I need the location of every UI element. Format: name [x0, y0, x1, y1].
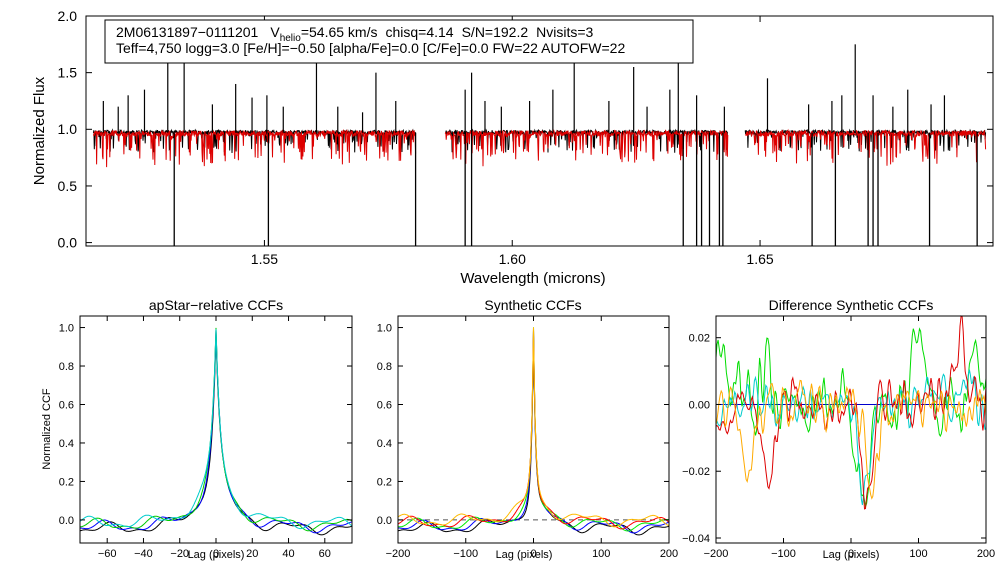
info-line-2: Teff=4,750 logg=3.0 [Fe/H]=−0.50 [alpha/…	[116, 40, 625, 56]
difference-ccf-x-tick-label: −200	[704, 548, 729, 560]
apstar-ccf-x-tick-label: −40	[134, 548, 153, 560]
spectrum-ticks	[86, 15, 993, 246]
difference-ccf-ticks	[715, 316, 987, 543]
synthetic-ccf-y-tick-labels: 0.0 0.2 0.4 0.6 0.8 1.0	[377, 322, 392, 526]
apstar-ccf-series-visit-4	[79, 329, 353, 530]
apstar-ccf-x-tick-label: 60	[319, 548, 331, 560]
apstar-ccf-x-tick-label: 0	[213, 548, 219, 560]
synthetic-ccf-series-visit-1	[397, 336, 670, 536]
v-helio-label: V	[270, 24, 280, 40]
apstar-ccf-y-tick-label: 1.0	[59, 322, 74, 334]
spectrum-y-tick-label: 1.0	[58, 121, 78, 137]
apstar-ccf-y-tick-labels: 0.0 0.2 0.4 0.6 0.8 1.0	[59, 322, 74, 526]
spectrum-series-observed	[444, 128, 728, 153]
apstar-ccf-x-axis-title: Lag (pixels)	[188, 549, 245, 561]
spectrum-series-synthetic	[744, 128, 987, 166]
difference-ccf-lines	[715, 315, 987, 510]
synthetic-ccf-x-tick-label: −100	[453, 548, 478, 560]
spectrum-series-synthetic	[444, 129, 729, 167]
info-box	[104, 19, 694, 64]
apstar-ccf-series-visit-3	[79, 327, 353, 532]
spectrum-frame	[85, 15, 994, 247]
apstar-ccf-x-tick-label: 20	[246, 548, 258, 560]
nvisits-value: Nvisits=3	[536, 24, 593, 40]
apstar-ccf-series-visit-2	[79, 329, 353, 534]
synthetic-ccf-y-tick-label: 0.6	[377, 399, 392, 411]
synthetic-ccf-ticks	[397, 316, 670, 543]
synthetic-ccf-y-tick-label: 0.0	[377, 515, 392, 527]
spectrum-y-tick-label: 2.0	[58, 8, 78, 24]
synthetic-ccf-x-tick-label: 200	[660, 548, 678, 560]
chisq-value: chisq=4.14	[385, 24, 453, 40]
synthetic-ccf-x-axis-title: Lag (pixels)	[496, 549, 553, 561]
spectrum-y-axis-title: Normalized Flux	[31, 76, 48, 185]
apstar-ccf-x-tick-label: −60	[98, 548, 117, 560]
apstar-ccf-x-tick-label: −20	[170, 548, 189, 560]
spectrum-panel: 0.0 0.5 1.0 1.5 2.0 1.55 1.60 1.65 2M06131897−…	[31, 8, 994, 287]
difference-ccf-x-axis-title: Lag (pixels)	[823, 549, 880, 561]
spectrum-y-tick-label: 0.0	[58, 235, 78, 251]
spectrum-x-axis-title: Wavelength (microns)	[460, 270, 605, 287]
difference-ccf-title: Difference Synthetic CCFs	[769, 297, 934, 313]
snr-value: S/N=192.2	[462, 24, 529, 40]
synthetic-ccf-panel: 0.0 0.2 0.4 0.6 0.8 1.0 −200 −100 0 100 200 Synth…	[377, 297, 678, 561]
apstar-ccf-series-visit-1	[79, 336, 353, 536]
synthetic-ccf-x-tick-label: 0	[530, 548, 536, 560]
apstar-ccf-y-axis-title: Normalized CCF	[41, 388, 53, 470]
difference-ccf-y-tick-label: −0.04	[682, 533, 710, 545]
spectrum-x-tick-labels: 1.55 1.60 1.65	[251, 251, 774, 267]
apstar-ccf-y-tick-label: 0.8	[59, 361, 74, 373]
difference-ccf-y-tick-label: 0.00	[689, 399, 710, 411]
apstar-ccf-panel: 0.0 0.2 0.4 0.6 0.8 1.0 −60 −40 −20 0 20 40 60 apSt…	[41, 297, 353, 561]
spectrum-x-tick-label: 1.55	[251, 251, 278, 267]
v-helio-value: =54.65 km/s	[301, 24, 378, 40]
spectrum-x-tick-label: 1.60	[499, 251, 526, 267]
synthetic-ccf-y-tick-label: 0.8	[377, 361, 392, 373]
difference-ccf-y-tick-label: −0.02	[682, 466, 710, 478]
apstar-ccf-y-tick-label: 0.4	[59, 438, 74, 450]
difference-ccf-series-visit-2	[715, 327, 987, 509]
difference-ccf-series-visit-5	[715, 379, 987, 500]
synthetic-ccf-y-tick-label: 0.4	[377, 438, 392, 450]
difference-ccf-x-tick-label: 200	[977, 548, 995, 560]
difference-ccf-panel: −0.04 −0.02 0.00 0.02 −200 −100 0 100 200 Diffe…	[682, 297, 995, 561]
difference-ccf-x-tick-labels: −200 −100 0 100 200	[704, 548, 996, 560]
difference-ccf-x-tick-label: −100	[771, 548, 796, 560]
spectrum-y-tick-label: 1.5	[58, 65, 78, 81]
apstar-ccf-y-tick-label: 0.6	[59, 399, 74, 411]
spectrum-series-synthetic	[92, 128, 417, 168]
synthetic-ccf-series-visit-2	[398, 330, 670, 534]
synthetic-ccf-x-tick-label: 100	[592, 548, 610, 560]
synthetic-ccf-x-tick-labels: −200 −100 0 100 200	[386, 548, 679, 560]
spectrum-y-tick-labels: 0.0 0.5 1.0 1.5 2.0	[58, 8, 78, 251]
spectrum-x-tick-label: 1.65	[746, 251, 773, 267]
apstar-ccf-y-tick-label: 0.0	[59, 515, 74, 527]
star-id: 2M06131897−0111201	[116, 24, 259, 40]
synthetic-ccf-lines	[397, 327, 670, 536]
v-helio-subscript: helio	[280, 33, 302, 44]
difference-ccf-y-tick-labels: −0.04 −0.02 0.00 0.02	[682, 333, 710, 545]
synthetic-ccf-title: Synthetic CCFs	[484, 297, 581, 313]
apstar-ccf-lines	[79, 327, 353, 536]
spectrum-y-tick-label: 0.5	[58, 178, 78, 194]
apstar-ccf-title: apStar−relative CCFs	[149, 297, 283, 313]
difference-ccf-x-tick-label: 100	[909, 548, 927, 560]
difference-ccf-x-tick-label: 0	[848, 548, 854, 560]
synthetic-ccf-series-visit-5	[397, 327, 670, 528]
synthetic-ccf-y-tick-label: 0.2	[377, 476, 392, 488]
apstar-ccf-x-tick-label: 40	[282, 548, 294, 560]
difference-ccf-series-visit-4	[715, 315, 987, 510]
spectrum-lines	[92, 32, 987, 246]
apstar-ccf-y-tick-label: 0.2	[59, 476, 74, 488]
apstar-ccf-ticks	[80, 316, 352, 543]
difference-ccf-y-tick-label: 0.02	[689, 333, 710, 345]
info-line-1: 2M06131897−0111201 Vhelio=54.65 km/s chisq…	[116, 24, 594, 44]
apstar-ccf-x-tick-labels: −60 −40 −20 0 20 40 60	[98, 548, 331, 560]
synthetic-ccf-x-tick-label: −200	[386, 548, 411, 560]
synthetic-ccf-y-tick-label: 1.0	[377, 322, 392, 334]
